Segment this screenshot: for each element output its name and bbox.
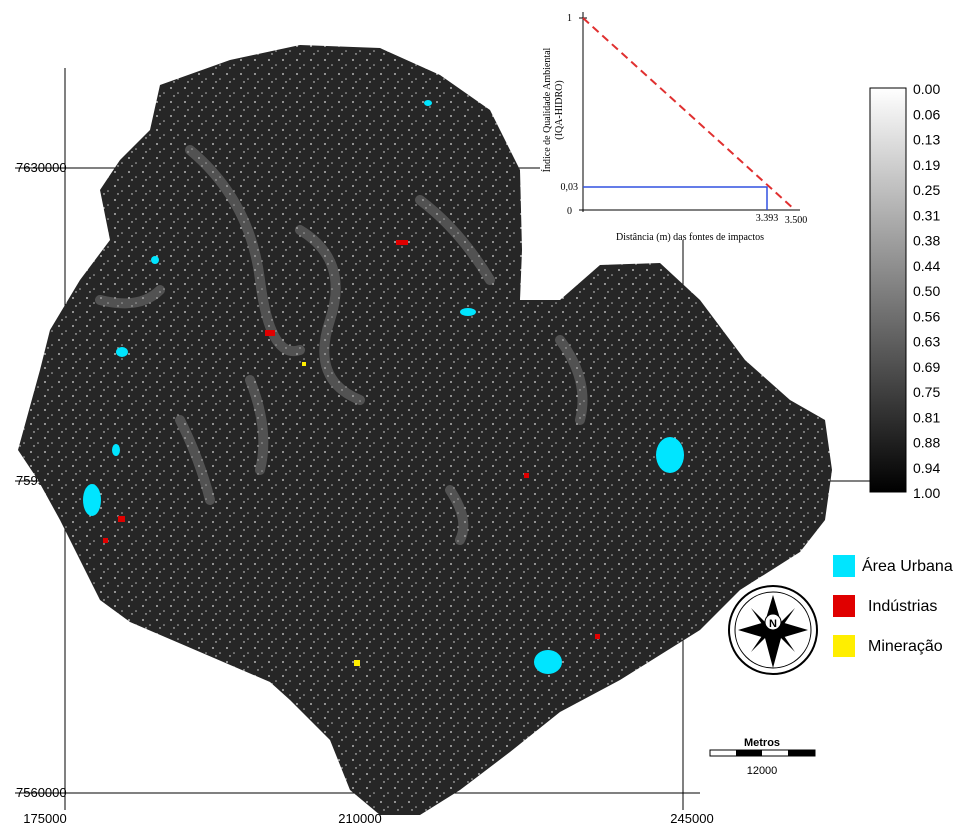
grid-label: 175000 bbox=[23, 811, 66, 826]
ramp-label: 0.75 bbox=[913, 384, 940, 400]
x-label: 3.393 bbox=[756, 213, 779, 224]
x-label: 3.500 bbox=[785, 215, 808, 226]
ramp-label: 0.94 bbox=[913, 460, 940, 476]
grid-label: 210000 bbox=[338, 811, 381, 826]
y-label: 0 bbox=[567, 206, 572, 217]
ramp-label: 0.13 bbox=[913, 132, 940, 148]
legend-label: Área Urbana bbox=[862, 556, 953, 575]
scale-label: 12000 bbox=[747, 765, 778, 777]
scale-bar bbox=[736, 750, 762, 756]
scale-title: Metros bbox=[744, 737, 780, 749]
ramp-label: 0.69 bbox=[913, 359, 940, 375]
ramp-label: 0.31 bbox=[913, 207, 940, 223]
legend-swatch bbox=[833, 555, 855, 577]
ramp-label: 0.63 bbox=[913, 334, 940, 350]
north-label: N bbox=[769, 618, 777, 630]
color-ramp bbox=[870, 88, 906, 492]
ramp-label: 0.88 bbox=[913, 435, 940, 451]
ramp-label: 0.50 bbox=[913, 283, 940, 299]
region bbox=[18, 45, 832, 815]
ramp-label: 0.44 bbox=[913, 258, 940, 274]
north-arrow: N bbox=[729, 586, 817, 674]
grid-label: 7630000 bbox=[16, 160, 67, 175]
inset-chart: 1 0,03 0 3.393 3.500 Distância (m) das f… bbox=[541, 12, 807, 243]
ramp-label: 0.81 bbox=[913, 409, 940, 425]
ramp-label: 0.38 bbox=[913, 233, 940, 249]
ramp-label: 1.00 bbox=[913, 485, 940, 501]
ramp-label: 0.25 bbox=[913, 182, 940, 198]
grid-label: 245000 bbox=[670, 811, 713, 826]
ramp-label: 0.56 bbox=[913, 308, 940, 324]
ramp-label: 0.06 bbox=[913, 106, 940, 122]
legend-swatch bbox=[833, 595, 855, 617]
grid-label: 7560000 bbox=[16, 785, 67, 800]
y-label: 1 bbox=[567, 13, 572, 24]
ramp-label: 0.19 bbox=[913, 157, 940, 173]
x-axis-title: Distância (m) das fontes de impactos bbox=[616, 232, 764, 243]
ramp-label: 0.00 bbox=[913, 81, 940, 97]
scale-bar bbox=[788, 750, 815, 756]
y-axis-title: Índice de Qualidade Ambiental bbox=[541, 47, 553, 172]
threshold-line bbox=[583, 187, 767, 210]
legend-label: Mineração bbox=[868, 638, 943, 655]
iqa-line bbox=[583, 18, 795, 210]
y-label: 0,03 bbox=[561, 182, 579, 193]
y-axis-title: (IQA-HIDRO) bbox=[554, 80, 565, 139]
map-view: 763000075950007560000175000210000245000 … bbox=[0, 0, 975, 829]
legend-swatch bbox=[833, 635, 855, 657]
legend-label: Indústrias bbox=[868, 598, 937, 615]
